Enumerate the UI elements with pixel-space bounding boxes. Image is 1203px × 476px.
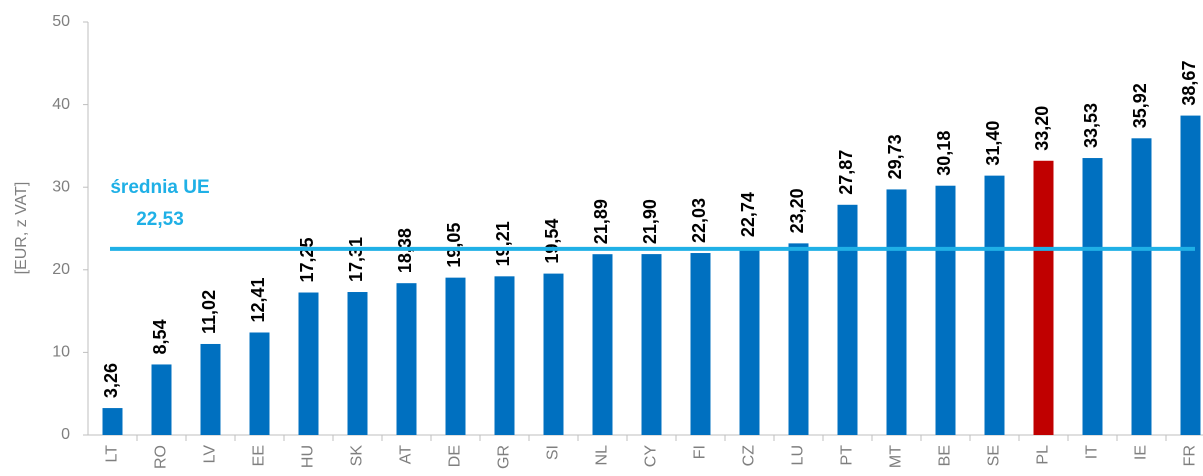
x-tick-label: LV [202, 445, 219, 464]
y-tick-label: 50 [52, 13, 70, 30]
value-label: 11,02 [199, 290, 219, 334]
x-tick-label: SE [986, 445, 1003, 466]
y-axis-label: [EUR, z VAT] [13, 182, 30, 275]
x-tick-label: SI [545, 445, 562, 460]
value-label: 8,54 [150, 319, 170, 354]
x-tick-label: IT [1084, 445, 1101, 459]
value-label: 21,89 [591, 199, 611, 244]
value-label: 29,73 [885, 134, 905, 179]
value-label: 19,54 [542, 219, 562, 264]
bar [1131, 138, 1152, 436]
bar [494, 276, 515, 435]
bar [1033, 160, 1054, 435]
value-label: 33,53 [1081, 103, 1101, 148]
bar [788, 243, 809, 435]
x-tick-label: GR [496, 445, 513, 469]
bar [151, 364, 172, 435]
bar [249, 332, 270, 435]
value-label: 19,05 [444, 223, 464, 268]
bar [347, 292, 368, 435]
value-label: 17,31 [346, 237, 366, 282]
y-tick-label: 20 [52, 261, 70, 278]
value-label: 17,25 [297, 237, 317, 282]
value-label: 23,20 [787, 188, 807, 233]
bar [445, 277, 466, 435]
average-value-label: 22,53 [136, 209, 184, 230]
value-label: 22,74 [738, 192, 758, 237]
average-label: średnia UE [110, 177, 209, 198]
bar [739, 247, 760, 435]
x-tick-label: DE [447, 445, 464, 467]
x-tick-label: IE [1133, 445, 1150, 460]
bar [1180, 115, 1201, 435]
y-tick-label: 40 [52, 96, 70, 113]
x-tick-label: PL [1035, 445, 1052, 465]
value-label: 33,20 [1032, 106, 1052, 151]
x-tick-label: RO [153, 445, 170, 469]
x-tick-label: LT [104, 445, 121, 463]
x-tick-label: EE [251, 445, 268, 466]
value-label: 3,26 [101, 363, 121, 398]
x-tick-label: FI [692, 445, 709, 459]
bar [200, 343, 221, 435]
bar [690, 253, 711, 435]
y-tick-label: 10 [52, 344, 70, 361]
bar [1082, 158, 1103, 435]
x-tick-label: NL [594, 445, 611, 466]
x-tick-label: AT [398, 445, 415, 464]
bar [984, 175, 1005, 436]
x-tick-label: PT [839, 445, 856, 466]
x-tick-label: CY [643, 445, 660, 468]
value-label: 19,21 [493, 221, 513, 266]
value-label: 21,90 [640, 199, 660, 244]
x-tick-label: BE [937, 445, 954, 466]
bar [641, 254, 662, 435]
x-tick-label: SK [349, 445, 366, 467]
bar [543, 273, 564, 435]
x-tick-label: CZ [741, 445, 758, 467]
value-label: 38,67 [1179, 61, 1199, 106]
bar [592, 254, 613, 435]
bar [396, 283, 417, 435]
value-label: 35,92 [1130, 83, 1150, 128]
bar [102, 408, 123, 435]
value-label: 12,41 [248, 277, 268, 322]
y-tick-label: 30 [52, 178, 70, 195]
value-label: 30,18 [934, 131, 954, 176]
bar [886, 189, 907, 435]
value-label: 31,40 [983, 121, 1003, 166]
y-tick-label: 0 [61, 426, 70, 443]
x-tick-label: MT [888, 445, 905, 468]
x-tick-label: LU [790, 445, 807, 465]
bar [298, 292, 319, 435]
bar [837, 204, 858, 435]
x-tick-label: FR [1182, 445, 1199, 466]
value-label: 22,03 [689, 198, 709, 243]
value-label: 27,87 [836, 150, 856, 195]
bar [935, 185, 956, 435]
x-tick-label: HU [300, 445, 317, 468]
